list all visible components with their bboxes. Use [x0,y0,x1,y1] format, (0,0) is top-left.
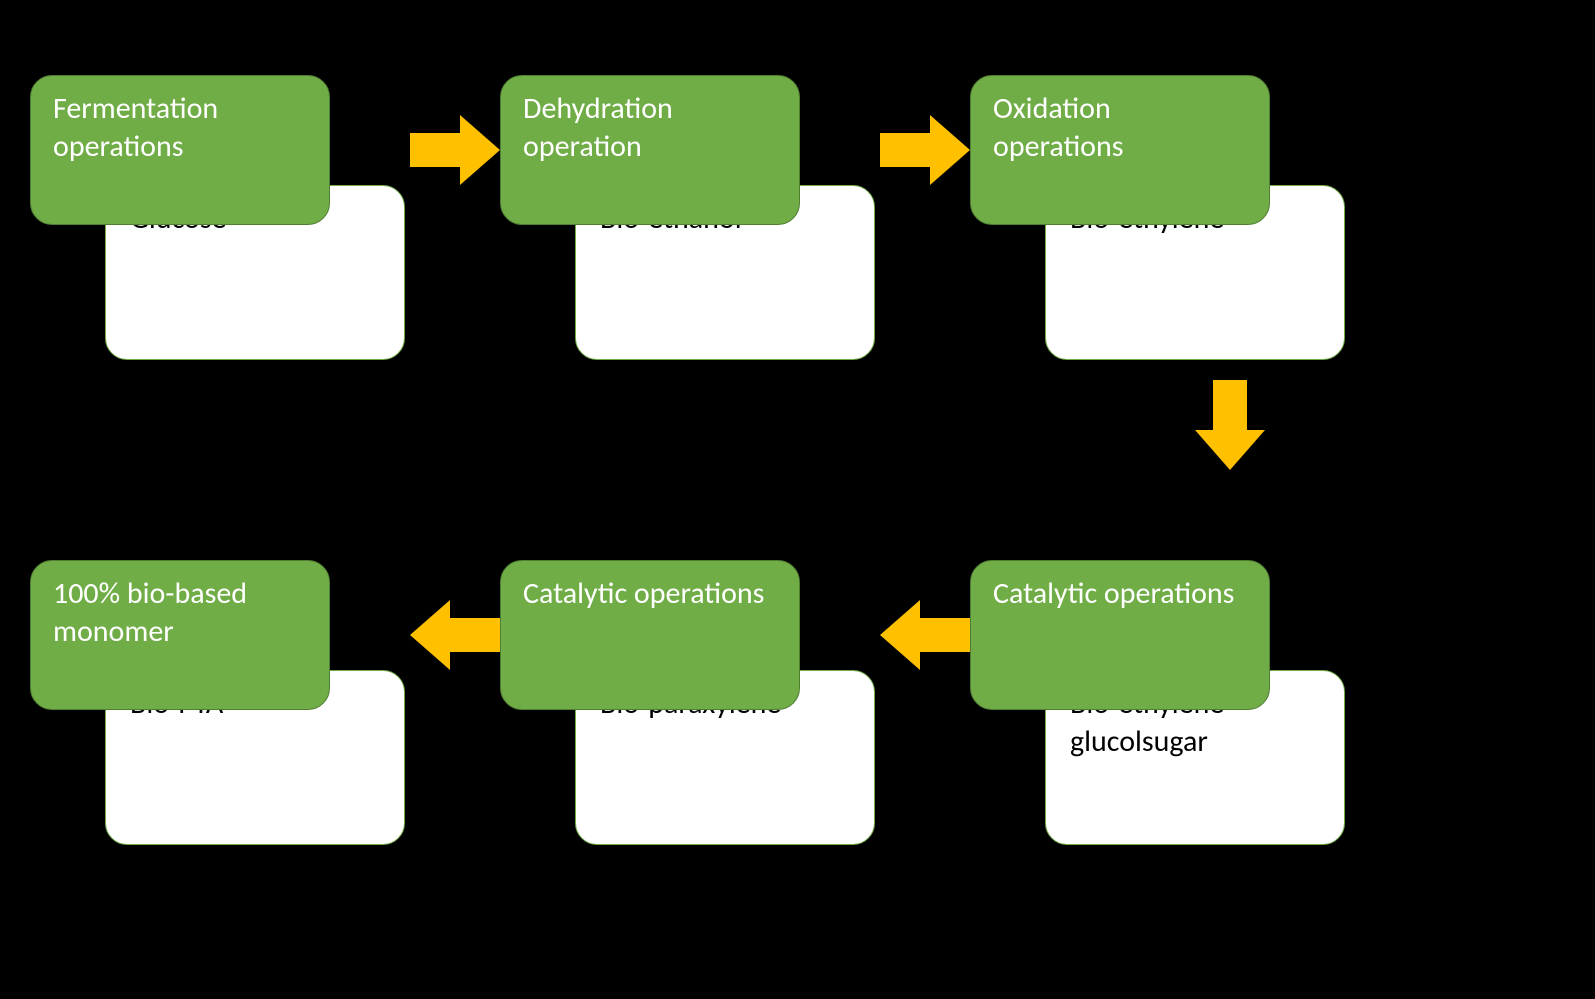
arrow-left-icon [410,600,500,670]
arrow-left-icon [880,600,970,670]
flow-node-fermentation: Fermentation operations Glucose [30,75,410,355]
flow-node-dehydration: Dehydration operation Bio-ethanol [500,75,880,355]
node-title: Oxidation operations [993,90,1123,165]
node-title-box: Catalytic operations [500,560,800,710]
arrow-down-icon [1195,380,1265,470]
arrow-right-icon [410,115,500,185]
node-title-box: Dehydration operation [500,75,800,225]
node-title: Catalytic operations [523,575,764,612]
flow-node-oxidation: Oxidation operations Bio-ethylene [970,75,1350,355]
flow-node-monomer: 100% bio-based monomer Bio-PTA [30,560,410,840]
node-title-box: Oxidation operations [970,75,1270,225]
node-title: Dehydration operation [523,90,673,165]
node-title: Catalytic operations [993,575,1234,612]
arrow-right-icon [880,115,970,185]
flow-node-catalytic-1: Catalytic operations Bio-ethylene glucol… [970,560,1350,840]
node-title-box: Fermentation operations [30,75,330,225]
node-title-box: Catalytic operations [970,560,1270,710]
flow-node-catalytic-2: Catalytic operations Bio-paraxylene [500,560,880,840]
node-title: 100% bio-based monomer [53,575,247,650]
node-title: Fermentation operations [53,90,218,165]
node-title-box: 100% bio-based monomer [30,560,330,710]
